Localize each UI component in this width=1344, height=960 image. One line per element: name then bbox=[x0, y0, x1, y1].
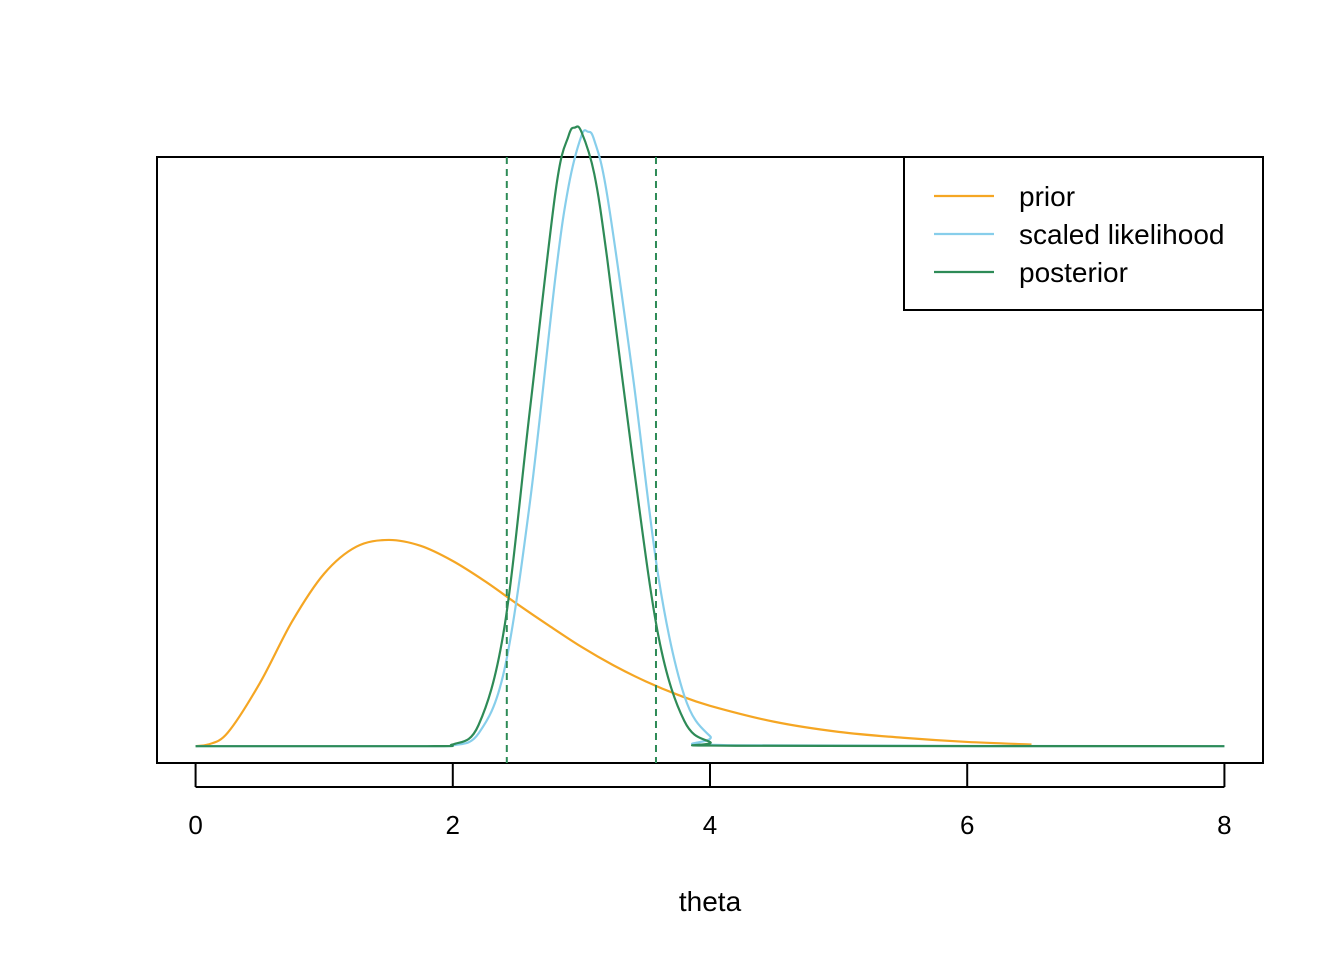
x-tick-label-6: 6 bbox=[960, 810, 974, 840]
series-line-prior bbox=[195, 538, 1032, 748]
curves-layer bbox=[195, 125, 1225, 748]
x-tick-label-2: 2 bbox=[446, 810, 460, 840]
legend: prior scaled likelihood posterior bbox=[903, 156, 1264, 311]
series-line-posterior bbox=[195, 125, 1225, 748]
x-axis-title: theta bbox=[679, 886, 742, 917]
legend-label-scaled-likelihood: scaled likelihood bbox=[1019, 219, 1224, 250]
x-axis: 0 2 4 6 8 bbox=[188, 764, 1232, 840]
x-tick-label-0: 0 bbox=[188, 810, 202, 840]
legend-label-posterior: posterior bbox=[1019, 257, 1128, 288]
legend-label-prior: prior bbox=[1019, 181, 1075, 212]
plot-frame bbox=[156, 156, 1264, 764]
x-tick-label-8: 8 bbox=[1217, 810, 1231, 840]
series-line-scaled-likelihood bbox=[195, 129, 1225, 748]
x-tick-label-4: 4 bbox=[703, 810, 717, 840]
legend-items: prior scaled likelihood posterior bbox=[934, 181, 1224, 288]
interval-lines bbox=[505, 157, 657, 763]
